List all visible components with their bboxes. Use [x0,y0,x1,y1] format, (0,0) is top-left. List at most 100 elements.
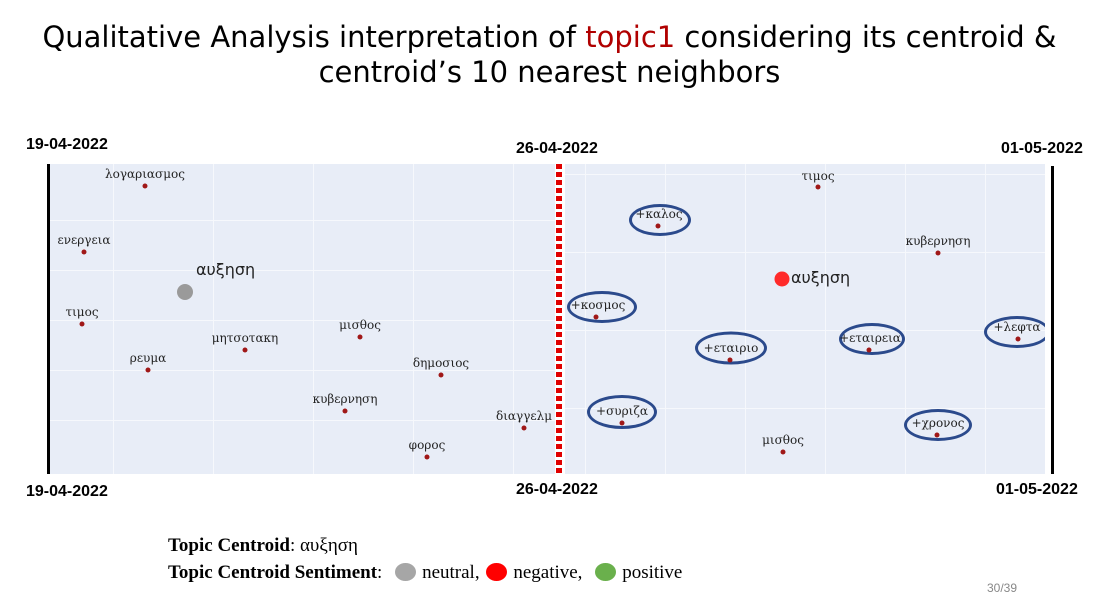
word-label: ρευμα [129,351,167,365]
word-label: κυβερνηση [905,234,971,248]
grid-line [565,174,1045,175]
word-point [424,454,430,460]
date-top-mid: 26-04-2022 [516,140,598,157]
grid-line [825,164,826,474]
word-point [866,347,872,353]
grid-line [905,164,906,474]
word-label: ενεργεια [57,233,111,247]
word-point [357,334,363,340]
highlight-ellipse [695,331,767,365]
date-bottom-right: 01-05-2022 [996,481,1078,498]
title-topic-name: topic1 [585,20,676,54]
word-point [1015,336,1021,342]
highlight-ellipse [904,409,972,441]
legend-sentiment-colon: : [377,562,383,583]
grid-line [50,370,555,371]
highlight-ellipse [587,395,657,429]
legend-sentiment-row: Topic Centroid Sentiment: neutral, negat… [168,562,682,584]
centroid-word-label: αυξηση [791,268,851,287]
grid-line [50,270,555,271]
timeline-boundary-left [47,164,50,474]
word-point [815,184,821,190]
centroid-negative-marker [774,271,790,287]
grid-line [513,164,514,474]
word-label: τιμος [801,169,835,183]
legend-negative-text: negative, [513,562,583,583]
grid-line [413,164,414,474]
word-label: +συριζα [596,404,648,418]
date-top-left: 19-04-2022 [26,136,108,153]
grid-line [565,330,1045,331]
word-point [142,183,148,189]
highlight-ellipse [839,323,905,355]
word-label: μητσοτακη [211,331,279,345]
word-label: +λεφτα [993,320,1041,334]
word-label: κυβερνηση [312,392,378,406]
word-point [593,314,599,320]
word-point [619,420,625,426]
date-bottom-mid: 26-04-2022 [516,481,598,498]
slide-title: Qualitative Analysis interpretation of t… [0,20,1099,90]
word-label: μισθος [762,433,804,447]
word-label: +εταιρεια [839,331,901,345]
neutral-dot-icon [395,563,417,581]
word-label: φορος [408,438,446,452]
word-point [780,449,786,455]
centroid-neutral-marker [177,284,193,300]
negative-dot-icon [486,563,508,581]
grid-line [50,220,555,221]
positive-dot-icon [595,563,617,581]
right-embedding-panel: αυξηση τιμος +καλος κυβερνηση +κοσμος +ε… [565,164,1045,474]
title-line-1: Qualitative Analysis interpretation of t… [0,20,1099,55]
word-point [145,367,151,373]
grid-line [50,420,555,421]
word-point [242,347,248,353]
centroid-word-label: αυξηση [196,260,256,279]
grid-line [745,164,746,474]
legend-centroid-label: Topic Centroid [168,535,290,556]
word-label: λογαριασμος [105,167,185,181]
grid-line [213,164,214,474]
legend-centroid-value: : αυξηση [289,535,358,556]
grid-line [50,320,555,321]
highlight-ellipse [629,204,691,236]
title-text-end: considering its centroid & [675,20,1057,54]
timeline-split-dashed-line [556,164,562,474]
date-top-right: 01-05-2022 [1001,140,1083,157]
highlight-ellipse [567,291,637,323]
word-point [935,250,941,256]
date-bottom-left: 19-04-2022 [26,483,108,500]
word-point [655,223,661,229]
legend-centroid-row: Topic Centroid: αυξηση [168,535,358,557]
grid-line [565,408,1045,409]
page-number: 30/39 [987,581,1018,595]
highlight-ellipse [984,316,1045,348]
word-point [934,432,940,438]
word-label: μισθος [339,318,381,332]
word-point [521,425,527,431]
word-point [79,321,85,327]
word-point [81,249,87,255]
grid-line [985,164,986,474]
grid-line [665,164,666,474]
legend-neutral-text: neutral, [422,562,480,583]
grid-line [313,164,314,474]
word-label: διαγγελμ [496,409,552,423]
word-label: τιμος [65,305,99,319]
grid-line [565,252,1045,253]
word-label: +χρονος [911,416,965,430]
title-text-start: Qualitative Analysis interpretation of [42,20,586,54]
word-point [727,357,733,363]
title-line-2: centroid’s 10 nearest neighbors [318,55,781,89]
word-label: +εταιριο [703,341,759,355]
word-point [342,408,348,414]
word-label: δημοσιος [412,356,470,370]
word-point [438,372,444,378]
grid-line [113,164,114,474]
word-label: +καλος [635,207,683,221]
word-label: +κοσμος [570,298,626,312]
legend-positive-text: positive [622,562,683,583]
timeline-boundary-right [1051,166,1054,474]
left-embedding-panel: αυξηση λογαριασμος ενεργεια τιμος ρευμα … [50,164,555,474]
legend-sentiment-label: Topic Centroid Sentiment [168,562,378,583]
